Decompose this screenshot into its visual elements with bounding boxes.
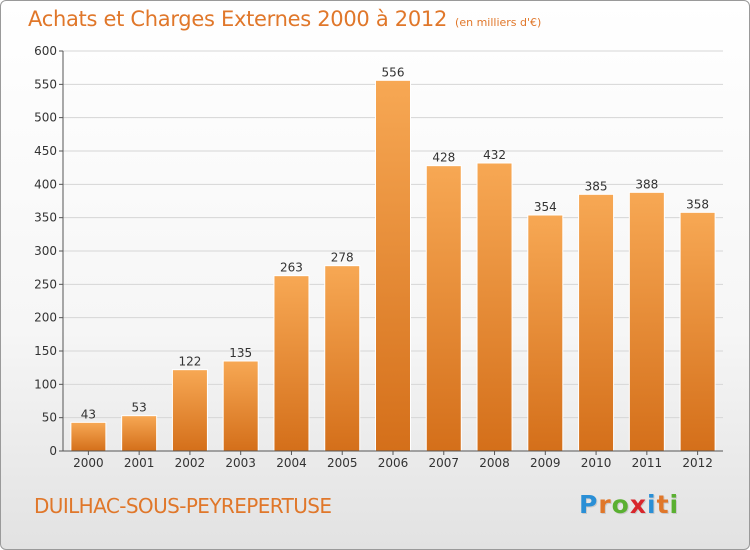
x-axis: 2000 2001 2002 2003 2004 2005 2006 2007 2008 2009…: [63, 450, 723, 470]
logo-letter: t: [656, 490, 670, 519]
bar-2002: [171, 369, 208, 452]
data-label-2001: 53: [132, 401, 147, 415]
y-tick-label: 600: [34, 44, 57, 58]
y-tick-label: 150: [34, 344, 57, 358]
chart-title: Achats et Charges Externes 2000 à 2012 (e…: [28, 7, 541, 31]
y-tick-label: 50: [42, 411, 57, 425]
x-tick-label-2008: 2008: [479, 456, 510, 470]
y-tick-label: 300: [34, 244, 57, 258]
bar-2000: [70, 421, 107, 452]
logo-letter: x: [629, 490, 647, 519]
bar-2001: [121, 415, 158, 452]
data-label-2011: 388: [635, 177, 658, 191]
y-tick-label: 100: [34, 377, 57, 391]
x-tick-label-2003: 2003: [225, 456, 256, 470]
y-tick-label: 250: [34, 277, 57, 291]
y-tick-label: 0: [49, 444, 57, 458]
x-tick-label-2000: 2000: [73, 456, 104, 470]
logo-letter: r: [598, 490, 612, 519]
bar-2004: [273, 275, 310, 452]
logo-letter: o: [611, 490, 630, 519]
bar-2003: [222, 360, 259, 452]
chart-title-text: Achats et Charges Externes 2000 à 2012: [28, 7, 448, 31]
x-tick-label-2001: 2001: [124, 456, 155, 470]
data-label-2009: 354: [534, 200, 557, 214]
bar-2008: [476, 162, 513, 452]
chart-subtitle: (en milliers d'€): [455, 16, 542, 29]
bar-2009: [527, 214, 564, 452]
x-tick-label-2009: 2009: [530, 456, 561, 470]
data-label-2007: 428: [432, 151, 455, 165]
data-label-2008: 432: [483, 148, 506, 162]
y-tick-label: 200: [34, 311, 57, 325]
data-label-2002: 122: [178, 355, 201, 369]
bars: 43 53 122 135 263 278 556 428 432 354 385 388 358: [70, 65, 716, 452]
bar-2010: [578, 193, 615, 452]
logo-letter: P: [579, 490, 599, 519]
bar-2005: [324, 265, 361, 452]
bar-2012: [679, 211, 716, 452]
data-label-2010: 385: [585, 179, 608, 193]
bar-2011: [628, 191, 665, 452]
data-label-2005: 278: [331, 251, 354, 265]
data-label-2012: 358: [686, 197, 709, 211]
data-label-2003: 135: [229, 346, 252, 360]
town-name: DUILHAC-SOUS-PEYREPERTUSE: [34, 494, 332, 518]
logo-letter: i: [647, 490, 657, 519]
x-tick-label-2002: 2002: [175, 456, 206, 470]
x-tick-label-2006: 2006: [378, 456, 409, 470]
proxiti-logo: Proxiti: [579, 490, 679, 519]
bar-2007: [425, 165, 462, 452]
y-tick-label: 400: [34, 177, 57, 191]
y-tick-label: 450: [34, 144, 57, 158]
bar-2006: [375, 79, 411, 452]
x-tick-label-2007: 2007: [428, 456, 459, 470]
data-label-2006: 556: [382, 65, 405, 79]
logo-letter: i: [669, 490, 680, 519]
x-tick-label-2004: 2004: [276, 456, 307, 470]
data-label-2004: 263: [280, 261, 303, 275]
x-tick-label-2005: 2005: [327, 456, 358, 470]
y-tick-label: 550: [34, 77, 57, 91]
x-tick-label-2010: 2010: [581, 456, 612, 470]
y-tick-label: 350: [34, 211, 57, 225]
x-tick-label-2012: 2012: [682, 456, 713, 470]
y-tick-label: 500: [34, 111, 57, 125]
bar-chart: 0 50 100 150 200 250 300 350 400 450 500 550 600 43 5…: [34, 44, 723, 470]
x-tick-label-2011: 2011: [632, 456, 663, 470]
data-label-2000: 43: [81, 407, 96, 421]
y-axis: 0 50 100 150 200 250 300 350 400 450 500 550 600: [34, 44, 64, 458]
